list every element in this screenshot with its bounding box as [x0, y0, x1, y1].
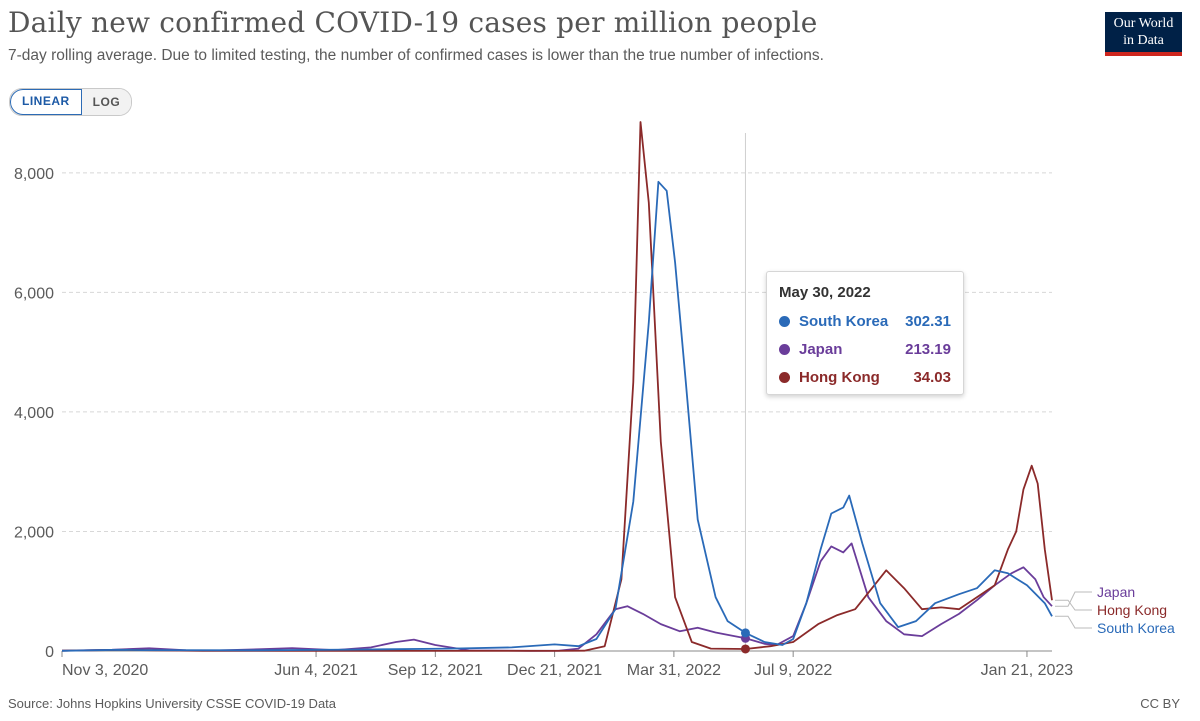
tooltip-name: South Korea — [799, 312, 889, 330]
tooltip-name: Hong Kong — [799, 368, 880, 386]
tooltip-row-hong-kong: Hong Kong 34.03 — [779, 363, 951, 391]
hover-point-hong-kong — [740, 644, 750, 654]
license-note[interactable]: CC BY — [1140, 696, 1180, 711]
tooltip-dot-hong-kong — [779, 371, 790, 383]
x-tick-label: Jun 4, 2021 — [274, 662, 358, 679]
x-tick-label: Jan 21, 2023 — [981, 662, 1074, 679]
x-tick-label: Jul 9, 2022 — [754, 662, 832, 679]
log-scale-button[interactable]: LOG — [81, 89, 132, 115]
y-tick-label: 0 — [45, 644, 54, 661]
x-tick-label: Mar 31, 2022 — [627, 662, 721, 679]
owid-logo[interactable]: Our World in Data — [1105, 12, 1182, 56]
y-tick-label: 6,000 — [14, 285, 54, 302]
end-label-japan: Japan — [1097, 584, 1135, 600]
y-tick-label: 4,000 — [14, 405, 54, 422]
end-label-connector — [1055, 591, 1092, 607]
source-note[interactable]: Source: Johns Hopkins University CSSE CO… — [8, 696, 337, 711]
logo-line-1: Our World — [1113, 16, 1174, 31]
tooltip-value: 34.03 — [913, 368, 951, 386]
scale-toggle[interactable]: LINEAR LOG — [9, 88, 133, 116]
tooltip-row-south-korea: South Korea 302.31 — [779, 307, 951, 335]
end-label-hong-kong: Hong Kong — [1097, 602, 1167, 618]
tooltip-date: May 30, 2022 — [779, 284, 871, 301]
chart-subtitle: 7-day rolling average. Due to limited te… — [8, 47, 824, 64]
tooltip-row-japan: Japan 213.19 — [779, 335, 951, 363]
logo-line-2: in Data — [1123, 33, 1164, 48]
x-tick-label: Dec 21, 2021 — [507, 662, 602, 679]
y-tick-label: 2,000 — [14, 524, 54, 541]
hover-tooltip: May 30, 2022 South Korea 302.31 Japan 21… — [766, 271, 964, 395]
y-tick-label: 8,000 — [14, 166, 54, 183]
chart-title: Daily new confirmed COVID-19 cases per m… — [8, 6, 818, 39]
gridlines — [62, 133, 1052, 651]
tooltip-value: 302.31 — [905, 312, 951, 330]
end-label-south-korea: South Korea — [1097, 620, 1175, 636]
series-end-labels: Japan Hong Kong South Korea — [1055, 584, 1175, 636]
tooltip-name: Japan — [799, 340, 843, 358]
axes: 0 2,000 4,000 6,000 8,000 Nov 3, 2020 Jun 4, 2… — [14, 166, 1073, 679]
end-label-connector — [1055, 615, 1092, 629]
end-label-connector — [1055, 599, 1092, 611]
x-tick-label: Sep 12, 2021 — [388, 662, 483, 679]
hover-markers — [740, 628, 750, 654]
linear-scale-button[interactable]: LINEAR — [10, 89, 82, 115]
series-line-south-korea — [61, 180, 1053, 652]
x-tick-label: Nov 3, 2020 — [62, 662, 148, 679]
tooltip-value: 213.19 — [905, 340, 951, 358]
tooltip-dot-south-korea — [779, 315, 790, 327]
series-line-japan — [61, 542, 1053, 652]
tooltip-dot-japan — [779, 343, 790, 355]
hover-point-south-korea — [740, 628, 750, 638]
